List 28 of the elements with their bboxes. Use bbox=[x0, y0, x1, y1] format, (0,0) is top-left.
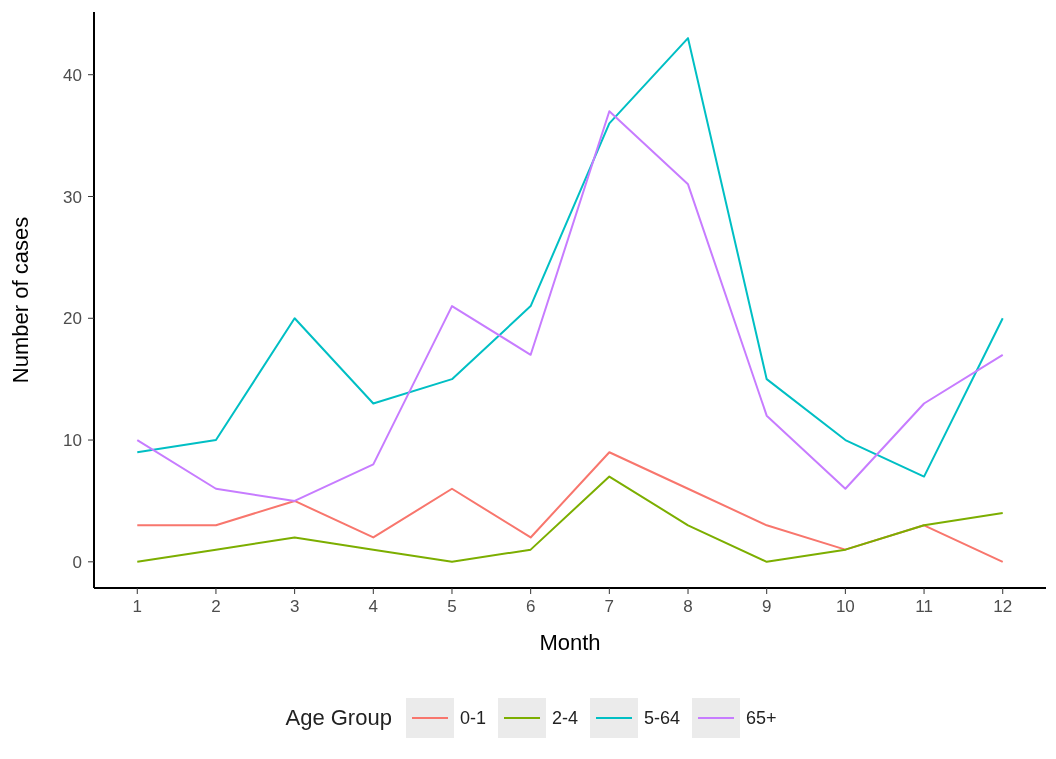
y-tick-label: 40 bbox=[63, 65, 82, 85]
y-tick-label: 20 bbox=[63, 309, 82, 329]
legend-label: 2-4 bbox=[551, 707, 578, 729]
legend-label: 0-1 bbox=[459, 707, 486, 729]
x-tick-label: 10 bbox=[835, 597, 855, 617]
x-tick-label: 12 bbox=[993, 597, 1013, 617]
line-series bbox=[136, 451, 1004, 563]
x-tick-label: 2 bbox=[211, 597, 221, 617]
legend-label: 65+ bbox=[745, 707, 777, 729]
x-tick-label: 4 bbox=[368, 597, 379, 617]
x-tick-label: 6 bbox=[525, 597, 536, 617]
x-axis-title: Month bbox=[539, 630, 601, 655]
x-tick-label: 3 bbox=[289, 597, 300, 617]
line-series bbox=[136, 37, 1004, 478]
y-tick-label: 10 bbox=[63, 431, 82, 451]
x-tick-label: 8 bbox=[683, 597, 693, 617]
line-series bbox=[136, 475, 1004, 563]
y-tick-label: 30 bbox=[63, 187, 82, 207]
x-tick-label: 11 bbox=[915, 597, 933, 617]
y-tick-label: 0 bbox=[72, 552, 82, 572]
x-tick-label: 1 bbox=[132, 597, 143, 617]
y-axis-title: Number of cases bbox=[7, 216, 33, 384]
x-tick-label: 5 bbox=[447, 597, 457, 617]
line-series bbox=[136, 110, 1004, 502]
legend-label: 5-64 bbox=[643, 707, 680, 729]
legend-title: Age Group bbox=[285, 705, 392, 731]
x-tick-label: 9 bbox=[761, 597, 772, 617]
x-tick-label: 7 bbox=[604, 597, 615, 617]
